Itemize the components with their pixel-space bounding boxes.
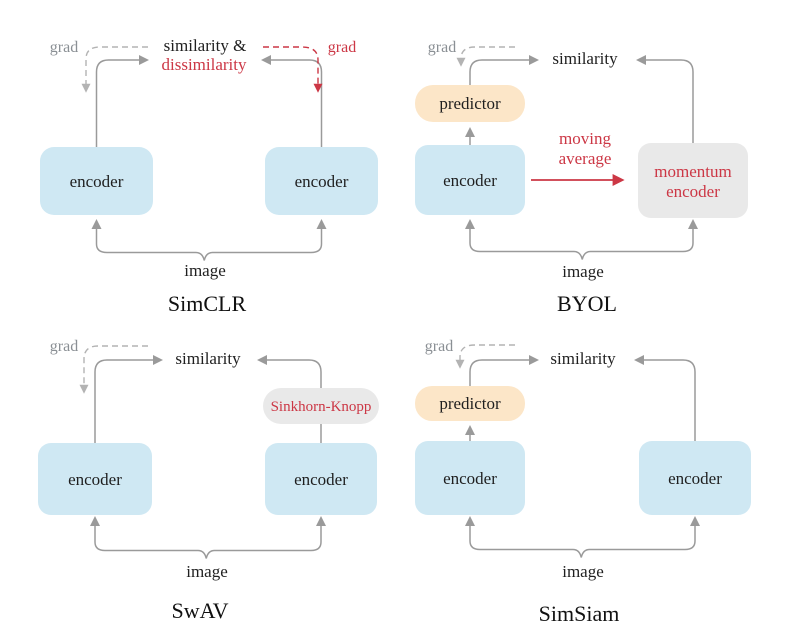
simclr-right-branch-arrow xyxy=(261,55,323,147)
swav-loss-label: similarity xyxy=(175,349,241,368)
simclr-encoder-left-label: encoder xyxy=(70,172,124,191)
simclr-loss-label-line2: dissimilarity xyxy=(162,55,248,74)
simsiam-diagram: grad similarity predictor encoder encode… xyxy=(415,338,751,626)
byol-right-branch-arrow xyxy=(636,55,694,143)
simsiam-predictor-label: predictor xyxy=(439,394,501,413)
byol-diagram: grad similarity predictor encoder moment… xyxy=(415,39,748,316)
swav-encoder-left-box xyxy=(38,443,152,515)
panel-simsiam: grad similarity predictor encoder encode… xyxy=(395,318,790,636)
simclr-encoder-right-box xyxy=(265,147,378,215)
swav-right-branch-arrow xyxy=(257,355,322,388)
simsiam-encoder-right-label: encoder xyxy=(668,469,722,488)
byol-predictor-box xyxy=(415,85,525,122)
simclr-left-branch-arrow xyxy=(95,55,149,147)
swav-sinkhorn-label: Sinkhorn-Knopp xyxy=(271,399,372,415)
simclr-image-label: image xyxy=(184,261,226,280)
simclr-image-split-arrow xyxy=(91,219,327,261)
simclr-loss-label-line1: similarity & xyxy=(164,36,247,55)
byol-moving-average-label-line2: average xyxy=(559,149,612,168)
byol-loss-label: similarity xyxy=(552,49,618,68)
simsiam-title: SimSiam xyxy=(539,601,620,626)
simclr-grad-right-label: grad xyxy=(328,39,356,56)
swav-encoder-right-label: encoder xyxy=(294,470,348,489)
simclr-title: SimCLR xyxy=(168,291,247,316)
byol-title: BYOL xyxy=(557,291,617,316)
simsiam-encoder-left-label: encoder xyxy=(443,469,497,488)
simclr-encoder-right-label: encoder xyxy=(295,172,349,191)
swav-grad-label: grad xyxy=(50,338,78,355)
simsiam-grad-label: grad xyxy=(425,338,453,355)
swav-diagram: grad similarity Sinkhorn-Knopp encoder e… xyxy=(38,338,379,623)
simsiam-left-branch-arrow xyxy=(469,355,539,386)
swav-left-branch-arrow xyxy=(94,355,163,443)
swav-encoder-left-label: encoder xyxy=(68,470,122,489)
byol-predictor-label: predictor xyxy=(439,94,501,113)
swav-grad-arrow xyxy=(79,345,148,394)
simclr-diagram: grad grad similarity & dissimilarity enc… xyxy=(40,36,378,316)
panel-simclr: grad grad similarity & dissimilarity enc… xyxy=(0,0,395,318)
simclr-grad-left-arrow xyxy=(81,46,148,93)
panel-byol: grad similarity predictor encoder moment… xyxy=(395,0,790,318)
simsiam-loss-label: similarity xyxy=(550,349,616,368)
byol-momentum-encoder-box xyxy=(638,143,748,218)
simsiam-image-split-arrow xyxy=(465,516,700,558)
byol-encoder-box xyxy=(415,145,525,215)
byol-grad-label: grad xyxy=(428,39,456,56)
swav-sinkhorn-box xyxy=(263,388,379,424)
swav-image-split-arrow xyxy=(90,516,326,559)
swav-title: SwAV xyxy=(171,598,228,623)
simsiam-encoder-left-box xyxy=(415,441,525,515)
simclr-grad-left-label: grad xyxy=(50,39,78,56)
byol-image-split-arrow xyxy=(465,219,698,260)
swav-image-label: image xyxy=(186,562,228,581)
byol-left-branch-arrow xyxy=(469,55,539,85)
simclr-encoder-left-box xyxy=(40,147,153,215)
swav-encoder-right-box xyxy=(265,443,377,515)
simsiam-encoder-right-box xyxy=(639,441,751,515)
byol-momentum-label-line2: encoder xyxy=(666,182,720,201)
simsiam-predictor-box xyxy=(415,386,525,421)
byol-moving-average-label-line1: moving xyxy=(559,129,611,148)
byol-momentum-label-line1: momentum xyxy=(654,162,731,181)
simsiam-grad-arrow xyxy=(455,344,515,369)
panel-swav: grad similarity Sinkhorn-Knopp encoder e… xyxy=(0,318,395,636)
byol-grad-arrow xyxy=(456,46,515,67)
byol-image-label: image xyxy=(562,262,604,281)
simsiam-right-branch-arrow xyxy=(634,355,696,441)
simsiam-image-label: image xyxy=(562,562,604,581)
simclr-grad-right-arrow xyxy=(263,46,323,93)
byol-encoder-label: encoder xyxy=(443,171,497,190)
